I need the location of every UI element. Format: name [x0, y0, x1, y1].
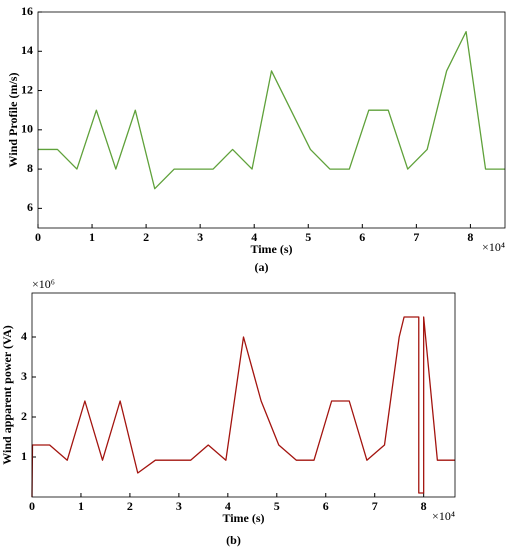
x-tick-label: 4	[225, 499, 231, 513]
x-axis-label: Time (s)	[250, 242, 292, 256]
x-tick-label: 7	[413, 230, 419, 244]
y-tick-label: 3	[21, 369, 27, 383]
y-tick-label: 8	[27, 161, 33, 175]
x-tick-label: 0	[35, 230, 41, 244]
x-tick-label: 8	[467, 230, 473, 244]
y-tick-label: 16	[21, 4, 33, 18]
x-tick-label: 7	[372, 499, 378, 513]
x-tick-label: 6	[359, 230, 365, 244]
series-line	[38, 30, 505, 190]
x-tick-label: 3	[197, 230, 203, 244]
x-axis-label: Time (s)	[222, 511, 264, 525]
y-tick-label: 4	[21, 329, 27, 343]
y-tick-label: 10	[21, 122, 33, 136]
x-tick-label: 2	[143, 230, 149, 244]
x-multiplier: ×10⁴	[482, 240, 505, 254]
x-tick-label: 8	[421, 499, 427, 513]
x-tick-label: 0	[29, 499, 35, 513]
x-tick-label: 5	[274, 499, 280, 513]
y-tick-label: 14	[21, 43, 33, 57]
axes-box	[37, 11, 506, 229]
axes-box	[31, 292, 456, 498]
y-tick-label: 6	[27, 200, 33, 214]
series-line	[31, 316, 455, 498]
x-tick-label: 4	[251, 230, 257, 244]
y-tick-label: 1	[21, 449, 27, 463]
y-axis-label: Wind Profile (m/s)	[6, 73, 20, 168]
x-tick-label: 3	[176, 499, 182, 513]
x-tick-label: 2	[127, 499, 133, 513]
x-tick-label: 6	[323, 499, 329, 513]
y-multiplier: ×10⁶	[32, 277, 55, 291]
x-multiplier: ×10⁴	[432, 509, 455, 523]
x-tick-label: 1	[89, 230, 95, 244]
x-tick-label: 5	[305, 230, 311, 244]
y-tick-label: 12	[21, 82, 33, 96]
caption: (b)	[226, 533, 241, 547]
caption: (a)	[255, 260, 269, 274]
y-axis-label: Wind apparent power (VA)	[0, 325, 14, 464]
x-tick-label: 1	[78, 499, 84, 513]
y-tick-label: 2	[21, 409, 27, 423]
